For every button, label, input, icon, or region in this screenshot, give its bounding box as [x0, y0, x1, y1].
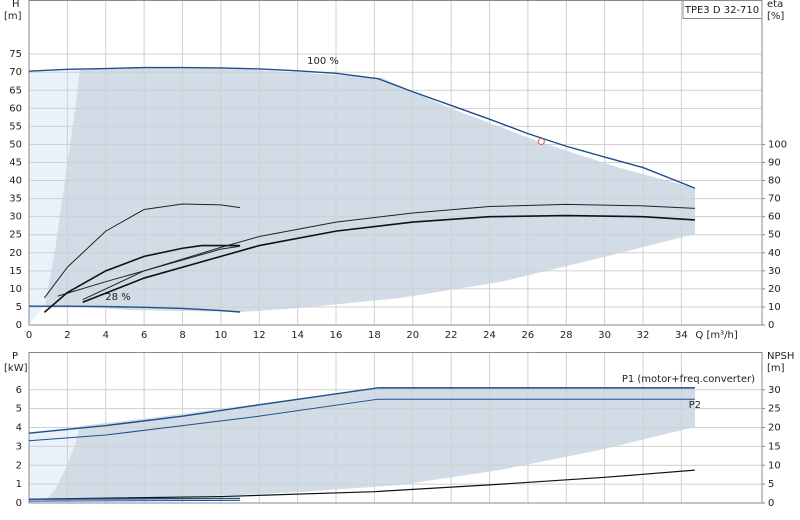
series-label: P2 [689, 400, 701, 411]
x-tick-label: 22 [445, 330, 458, 341]
x-tick-label: 0 [26, 330, 32, 341]
y2-tick-label: 100 [768, 139, 787, 150]
y-tick-label: 0 [16, 498, 22, 509]
y-axis-unit: [kW] [4, 363, 28, 374]
x-axis-label: Q [m³/h] [695, 330, 737, 341]
x-tick-label: 18 [368, 330, 381, 341]
x-tick-label: 30 [598, 330, 611, 341]
y2-tick-label: 20 [768, 423, 781, 434]
y-tick-label: 45 [9, 158, 22, 169]
plot-frame [28, 0, 763, 326]
series-label: P1 (motor+freq.converter) [622, 374, 755, 385]
x-tick-label: 2 [64, 330, 70, 341]
y2-axis-label: NPSH [767, 351, 794, 362]
curve [57, 245, 241, 297]
curve [43, 203, 241, 299]
y2-tick-label: 20 [768, 284, 781, 295]
y-tick-label: 40 [9, 176, 22, 187]
y2-tick-label: 30 [768, 385, 781, 396]
y-tick-label: 35 [9, 194, 22, 205]
y-tick-label: 5 [16, 404, 22, 415]
x-tick-label: 32 [637, 330, 650, 341]
y2-axis-unit: [%] [767, 11, 784, 22]
y-tick-label: 6 [16, 385, 22, 396]
y-tick-label: 65 [9, 85, 22, 96]
y2-tick-label: 15 [768, 441, 781, 452]
y-tick-label: 70 [9, 67, 22, 78]
y-tick-label: 30 [9, 212, 22, 223]
x-tick-label: 4 [103, 330, 109, 341]
y2-axis-unit: [m] [767, 363, 785, 374]
y2-tick-label: 0 [768, 320, 774, 331]
curve [28, 398, 695, 442]
y2-tick-label: 40 [768, 248, 781, 259]
series-label: 100 % [307, 56, 339, 67]
curve [82, 203, 695, 301]
y2-tick-label: 5 [768, 479, 774, 490]
curve [28, 387, 695, 434]
curve [28, 469, 695, 500]
y-axis-unit: [m] [4, 11, 22, 22]
y-tick-label: 2 [16, 460, 22, 471]
title-box [682, 0, 763, 19]
curve [43, 244, 241, 313]
y-tick-label: 0 [16, 320, 22, 331]
y2-tick-label: 60 [768, 212, 781, 223]
x-tick-label: 14 [291, 330, 304, 341]
curve [28, 66, 696, 189]
y-tick-label: 20 [9, 248, 22, 259]
y-tick-label: 50 [9, 139, 22, 150]
chart-title: TPE3 D 32-710 [684, 5, 759, 16]
curve [82, 214, 695, 303]
duty-point [537, 138, 545, 146]
y-axis-label: P [12, 351, 18, 362]
x-tick-label: 24 [483, 330, 496, 341]
y2-tick-label: 90 [768, 158, 781, 169]
plot-frame [28, 352, 763, 504]
y2-tick-label: 10 [768, 460, 781, 471]
y-tick-label: 1 [16, 479, 22, 490]
curve [28, 499, 241, 502]
x-tick-label: 10 [215, 330, 228, 341]
y-tick-label: 60 [9, 103, 22, 114]
y2-axis-label: eta [767, 0, 783, 10]
y-tick-label: 4 [16, 423, 22, 434]
y-tick-label: 3 [16, 441, 22, 452]
y-axis-label: H [12, 0, 20, 10]
y2-tick-label: 70 [768, 194, 781, 205]
y2-tick-label: 50 [768, 230, 781, 241]
y2-tick-label: 80 [768, 176, 781, 187]
curve [29, 305, 241, 313]
range-shade [45, 68, 695, 312]
x-tick-label: 8 [179, 330, 185, 341]
x-tick-label: 20 [406, 330, 419, 341]
x-tick-label: 28 [560, 330, 573, 341]
y-tick-label: 75 [9, 49, 22, 60]
x-tick-label: 26 [522, 330, 535, 341]
curve [28, 497, 241, 500]
y2-tick-label: 0 [768, 498, 774, 509]
y-tick-label: 25 [9, 230, 22, 241]
x-tick-label: 6 [141, 330, 147, 341]
y2-tick-label: 25 [768, 404, 781, 415]
y-tick-label: 55 [9, 121, 22, 132]
y2-tick-label: 30 [768, 266, 781, 277]
y2-tick-label: 10 [768, 302, 781, 313]
y-tick-label: 15 [9, 266, 22, 277]
range-shade [45, 387, 695, 501]
y-tick-label: 10 [9, 284, 22, 295]
x-tick-label: 34 [675, 330, 688, 341]
series-label: 28 % [105, 292, 130, 303]
y-tick-label: 5 [16, 302, 22, 313]
x-tick-label: 16 [330, 330, 343, 341]
x-tick-label: 12 [253, 330, 266, 341]
